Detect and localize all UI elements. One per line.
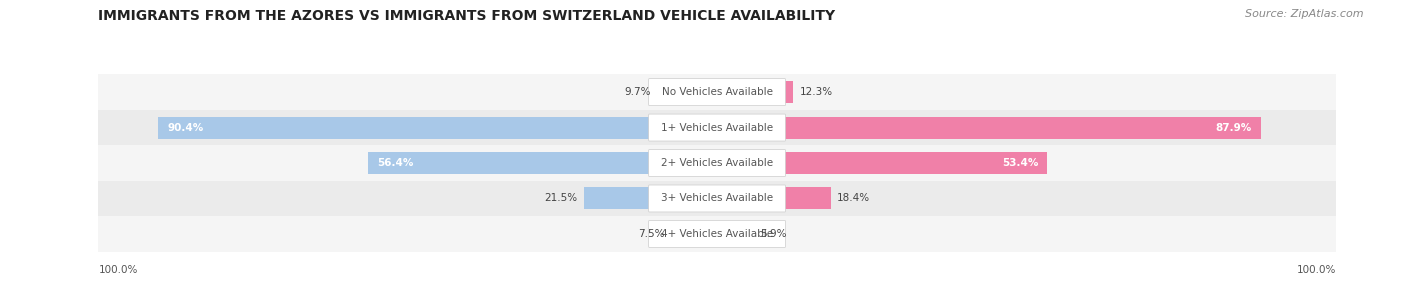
Text: 3+ Vehicles Available: 3+ Vehicles Available xyxy=(661,194,773,203)
FancyBboxPatch shape xyxy=(648,79,786,106)
Bar xyxy=(98,216,1336,252)
FancyBboxPatch shape xyxy=(648,150,786,176)
Bar xyxy=(98,181,1336,216)
Text: IMMIGRANTS FROM THE AZORES VS IMMIGRANTS FROM SWITZERLAND VEHICLE AVAILABILITY: IMMIGRANTS FROM THE AZORES VS IMMIGRANTS… xyxy=(98,9,835,23)
Bar xyxy=(368,152,717,174)
Bar xyxy=(717,117,1261,138)
Text: 7.5%: 7.5% xyxy=(638,229,665,239)
FancyBboxPatch shape xyxy=(648,221,786,247)
Text: 2+ Vehicles Available: 2+ Vehicles Available xyxy=(661,158,773,168)
Text: 87.9%: 87.9% xyxy=(1215,123,1251,132)
Text: 100.0%: 100.0% xyxy=(98,265,138,275)
FancyBboxPatch shape xyxy=(648,185,786,212)
Text: 53.4%: 53.4% xyxy=(1001,158,1038,168)
Text: Source: ZipAtlas.com: Source: ZipAtlas.com xyxy=(1246,9,1364,19)
Bar xyxy=(98,74,1336,110)
Bar xyxy=(717,188,831,209)
Bar xyxy=(671,223,717,245)
Text: 21.5%: 21.5% xyxy=(544,194,578,203)
FancyBboxPatch shape xyxy=(648,114,786,141)
Bar xyxy=(98,110,1336,145)
Text: 100.0%: 100.0% xyxy=(1296,265,1336,275)
Text: No Vehicles Available: No Vehicles Available xyxy=(662,87,772,97)
Text: 12.3%: 12.3% xyxy=(800,87,832,97)
Text: 5.9%: 5.9% xyxy=(759,229,786,239)
Bar xyxy=(717,223,754,245)
Bar xyxy=(717,81,793,103)
Bar xyxy=(583,188,717,209)
Text: 1+ Vehicles Available: 1+ Vehicles Available xyxy=(661,123,773,132)
Bar xyxy=(717,152,1047,174)
Text: 56.4%: 56.4% xyxy=(377,158,413,168)
Bar xyxy=(98,145,1336,181)
Text: 9.7%: 9.7% xyxy=(624,87,651,97)
Text: 18.4%: 18.4% xyxy=(837,194,870,203)
Text: 4+ Vehicles Available: 4+ Vehicles Available xyxy=(661,229,773,239)
Text: 90.4%: 90.4% xyxy=(167,123,204,132)
Bar xyxy=(157,117,717,138)
Bar xyxy=(657,81,717,103)
